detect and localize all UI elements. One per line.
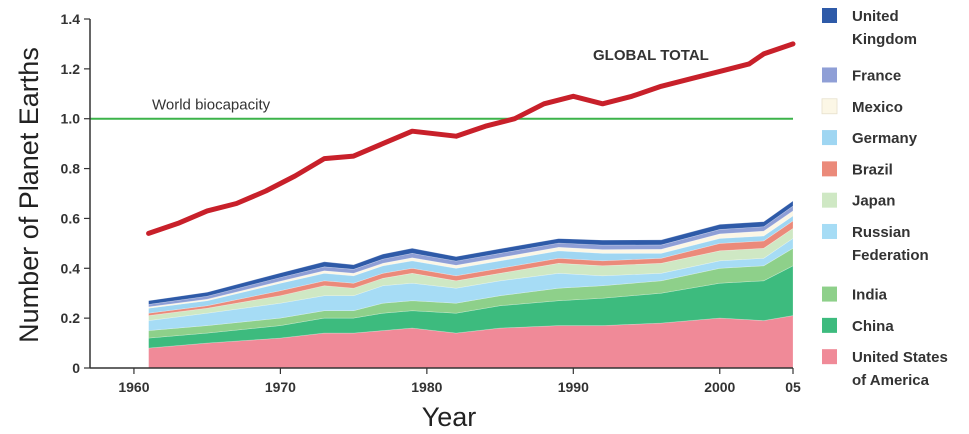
legend-item-russian-federation: Russian Federation — [822, 223, 929, 264]
legend-item-china: China — [822, 317, 894, 335]
x-axis-title: Year — [422, 402, 477, 432]
legend-label: Russian — [852, 224, 910, 241]
legend-label: of America — [852, 372, 930, 389]
y-tick-label: 0 — [72, 360, 80, 376]
legend-swatch — [822, 192, 837, 208]
x-tick-label: 2000 — [704, 379, 735, 395]
legend-item-united-states-of-america: United States of America — [822, 349, 948, 389]
legend-swatch — [822, 286, 837, 302]
legend-label: Kingdom — [852, 31, 917, 48]
legend-item-france: France — [822, 67, 901, 84]
biocapacity-label: World biocapacity — [152, 97, 271, 114]
area-united-kingdom — [148, 200, 794, 305]
legend-item-mexico: Mexico — [821, 98, 903, 116]
global-total-series: GLOBAL TOTAL — [146, 41, 796, 236]
y-tick-label: 0.8 — [61, 161, 81, 177]
legend-swatch — [822, 8, 837, 23]
legend: United Kingdom France Mexico Germany Brazil Ja… — [821, 8, 948, 389]
legend-item-india: India — [822, 286, 888, 304]
legend-label: Japan — [852, 193, 895, 210]
legend-item-united-kingdom: United Kingdom — [822, 8, 917, 48]
legend-item-brazil: Brazil — [822, 161, 893, 178]
legend-label: United — [852, 8, 899, 25]
y-tick-label: 0.4 — [61, 260, 81, 276]
legend-swatch — [822, 67, 837, 83]
legend-label: China — [852, 318, 894, 335]
x-tick-label: 1990 — [558, 379, 589, 395]
y-tick-label: 0.2 — [61, 310, 81, 326]
legend-label: Brazil — [852, 161, 893, 178]
x-tick-label: 1980 — [411, 379, 442, 395]
legend-item-japan: Japan — [822, 192, 895, 210]
legend-label: Federation — [852, 247, 929, 264]
legend-label: Germany — [852, 130, 918, 147]
legend-label: France — [852, 67, 901, 84]
y-axis-title: Number of Planet Earths — [14, 47, 44, 343]
legend-item-germany: Germany — [822, 130, 918, 147]
y-tick-label: 1.0 — [61, 111, 81, 127]
legend-swatch — [822, 223, 837, 239]
legend-swatch — [821, 98, 838, 115]
x-tick-label: 1970 — [265, 379, 296, 395]
axes: 0 0.2 0.4 0.6 0.8 1.0 1.2 1.4 1960 1970 1980 1990 20… — [61, 11, 801, 395]
legend-swatch — [822, 161, 837, 177]
legend-swatch — [822, 317, 837, 333]
stacked-areas — [148, 200, 794, 369]
y-tick-label: 1.4 — [61, 11, 81, 27]
x-tick-label: 1960 — [118, 379, 149, 395]
biocapacity-reference: World biocapacity — [90, 97, 793, 120]
x-tick-label: 05 — [785, 379, 801, 395]
legend-label: India — [852, 287, 888, 304]
y-tick-label: 0.6 — [61, 210, 81, 226]
global-total-line — [146, 41, 796, 236]
y-tick-label: 1.2 — [61, 61, 81, 77]
legend-label: United States — [852, 349, 948, 366]
global-total-label: GLOBAL TOTAL — [593, 47, 709, 64]
legend-swatch — [822, 349, 837, 365]
legend-label: Mexico — [852, 99, 903, 116]
legend-swatch — [822, 130, 837, 146]
